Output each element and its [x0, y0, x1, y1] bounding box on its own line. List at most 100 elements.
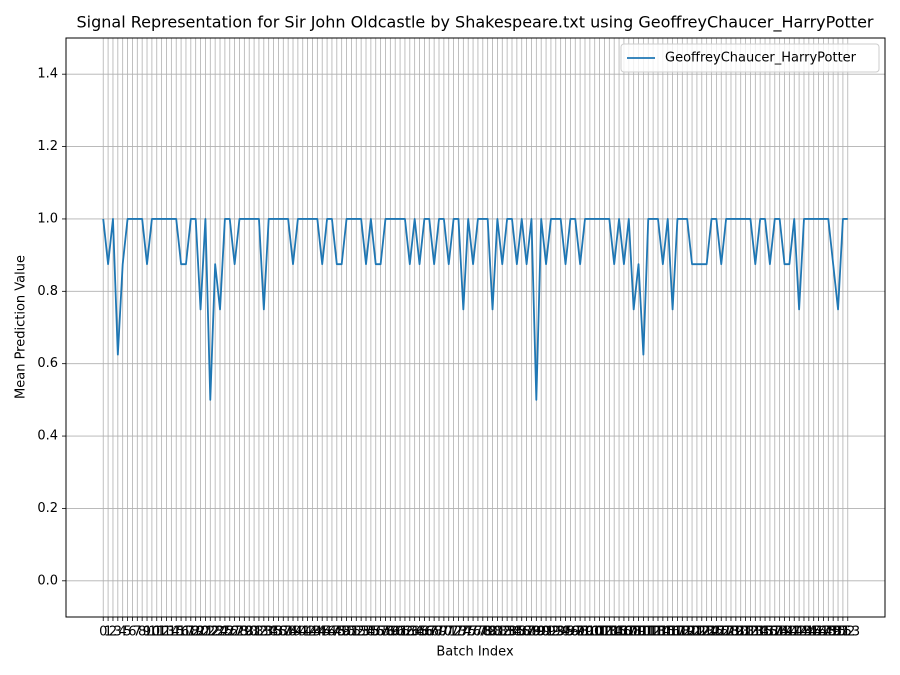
x-tick-label: 45 — [314, 625, 331, 640]
x-tick-label: 133 — [738, 625, 763, 640]
chart-title: Signal Representation for Sir John Oldca… — [77, 13, 874, 33]
x-tick-label: 102 — [587, 625, 612, 640]
x-tick-label: 139 — [767, 625, 792, 640]
y-tick-label: 1.2 — [37, 139, 58, 154]
x-tick-label: 11 — [148, 625, 165, 640]
y-tick-label: 0.4 — [37, 429, 58, 444]
axes-frame — [65, 37, 886, 618]
x-tick-label: 76 — [465, 625, 482, 640]
x-tick-label: 81 — [489, 625, 506, 640]
x-tick-label: 71 — [440, 625, 457, 640]
x-tick-label: 126 — [704, 625, 729, 640]
x-tick-label: 64 — [406, 625, 423, 640]
x-tick-label: 78 — [475, 625, 492, 640]
x-tick-label: 3 — [114, 625, 122, 640]
x-tick-label: 91 — [538, 625, 555, 640]
x-tick-label: 145 — [796, 625, 821, 640]
x-tick-label: 111 — [631, 625, 656, 640]
x-tick-label: 106 — [607, 625, 632, 640]
x-tick-label: 121 — [680, 625, 705, 640]
x-tick-label: 95 — [557, 625, 574, 640]
x-tick-label: 29 — [236, 625, 253, 640]
x-tick-label: 39 — [285, 625, 302, 640]
x-tick-label: 113 — [641, 625, 666, 640]
x-tick-label: 136 — [753, 625, 778, 640]
x-tick-label: 25 — [217, 625, 234, 640]
x-tick-label: 128 — [714, 625, 739, 640]
x-tick-label: 144 — [792, 625, 817, 640]
x-tick-label: 16 — [173, 625, 190, 640]
x-tick-label: 33 — [256, 625, 273, 640]
x-tick-label: 14 — [163, 625, 180, 640]
x-tick-label: 62 — [397, 625, 414, 640]
x-tick-label: 131 — [728, 625, 753, 640]
x-tick-label: 49 — [333, 625, 350, 640]
x-tick-label: 50 — [338, 625, 355, 640]
x-tick-label: 7 — [133, 625, 141, 640]
x-tick-label: 127 — [709, 625, 734, 640]
data-line — [102, 218, 848, 401]
x-tick-label: 153 — [835, 625, 860, 640]
legend-label: GeoffreyChaucer_HarryPotter — [665, 51, 857, 66]
x-tick-label: 84 — [504, 625, 521, 640]
x-tick-label: 88 — [523, 625, 540, 640]
x-tick-label: 101 — [582, 625, 607, 640]
x-tick-label: 61 — [392, 625, 409, 640]
x-tick-label: 22 — [202, 625, 219, 640]
x-tick-label: 6 — [128, 625, 136, 640]
y-tick-label: 1.4 — [37, 67, 58, 82]
x-tick-label: 140 — [772, 625, 797, 640]
x-tick-label: 44 — [309, 625, 326, 640]
y-tick-label: 0.8 — [37, 284, 58, 299]
x-tick-label: 56 — [367, 625, 384, 640]
x-tick-label: 138 — [762, 625, 787, 640]
x-tick-label: 13 — [158, 625, 175, 640]
x-tick-label: 116 — [655, 625, 680, 640]
x-tick-label: 28 — [231, 625, 248, 640]
x-tick-label: 77 — [470, 625, 487, 640]
x-tick-label: 90 — [533, 625, 550, 640]
x-tick-label: 65 — [411, 625, 428, 640]
x-tick-label: 19 — [187, 625, 204, 640]
x-tick-label: 104 — [597, 625, 622, 640]
x-tick-label: 1 — [104, 625, 112, 640]
x-tick-label: 74 — [455, 625, 472, 640]
x-tick-label: 83 — [499, 625, 516, 640]
x-tick-label: 30 — [241, 625, 258, 640]
x-tick-label: 66 — [416, 625, 433, 640]
x-tick-label: 92 — [543, 625, 560, 640]
x-tick-label: 110 — [626, 625, 651, 640]
x-tick-label: 86 — [513, 625, 530, 640]
x-tick-label: 134 — [743, 625, 768, 640]
x-tick-label: 80 — [484, 625, 501, 640]
x-tick-label: 96 — [562, 625, 579, 640]
x-tick-label: 41 — [294, 625, 311, 640]
x-tick-label: 55 — [363, 625, 380, 640]
y-tick-label: 0.2 — [37, 501, 58, 516]
y-tick-label: 0.6 — [37, 356, 58, 371]
x-tick-label: 149 — [816, 625, 841, 640]
x-tick-label: 37 — [275, 625, 292, 640]
x-tick-label: 4 — [119, 625, 127, 640]
x-tick-label: 99 — [577, 625, 594, 640]
x-tick-label: 43 — [304, 625, 321, 640]
x-tick-label: 146 — [801, 625, 826, 640]
x-tick-label: 137 — [757, 625, 782, 640]
x-tick-label: 98 — [572, 625, 589, 640]
x-tick-label: 51 — [343, 625, 360, 640]
x-tick-label: 54 — [358, 625, 375, 640]
x-tick-label: 82 — [494, 625, 511, 640]
x-tick-label: 132 — [733, 625, 758, 640]
x-tick-label: 2 — [109, 625, 117, 640]
x-tick-label: 12 — [153, 625, 170, 640]
x-tick-label: 59 — [382, 625, 399, 640]
x-tick-label: 122 — [685, 625, 710, 640]
x-tick-label: 10 — [144, 625, 161, 640]
x-tick-label: 38 — [280, 625, 297, 640]
x-tick-label: 85 — [509, 625, 526, 640]
x-tick-label: 26 — [221, 625, 238, 640]
x-tick-label: 129 — [719, 625, 744, 640]
x-tick-label: 24 — [212, 625, 229, 640]
x-tick-label: 117 — [660, 625, 685, 640]
